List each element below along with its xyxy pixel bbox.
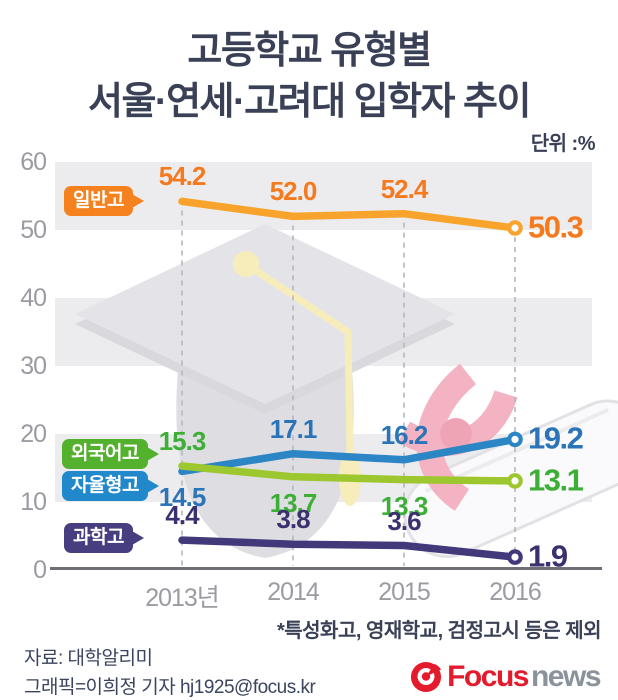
y-tick-label: 20 [20,420,47,448]
series-label-text: 일반고 [73,190,124,211]
value-label: 1.9 [528,538,568,574]
value-label: 15.3 [158,425,207,456]
focus-news-swirl-icon [411,661,442,693]
series-label-text: 과학고 [73,527,124,548]
x-tick-label: 2015 [378,578,431,606]
unit-label: 단위 :% [530,133,596,155]
value-label: 13.3 [380,490,429,521]
series-label-ilbango: 일반고 [64,186,144,216]
grid-band-30-40 [55,298,592,366]
x-tick-label: 2014 [267,578,320,606]
dashed-guides [181,210,516,566]
series-label-oegugeogo: 외국어고 [62,439,159,469]
value-label: 54.2 [158,161,207,192]
y-tick-label: 10 [20,488,47,516]
title-line-2: 서울·연세·고려대 입학자 추이 [88,81,531,123]
value-label: 3.6 [387,505,421,536]
value-label: 16.2 [380,419,429,450]
title-line-1: 고등학교 유형별 [187,30,432,72]
graphic-credit: 그래픽=이희정 기자 hj1925@focus.kr [24,677,316,698]
data-lines [178,197,523,565]
chart-footnote: *특성화고, 영재학교, 검정고시 등은 제외 [276,620,602,642]
x-tick-label: 2013년 [145,584,220,612]
end-marker-과학고 [507,549,523,565]
value-label: 19.2 [528,420,584,456]
y-tick-label: 60 [20,148,47,176]
line-과학고 [178,536,519,561]
logo-brand-text: Focus [447,660,529,693]
tassel-button [233,251,259,277]
series-label-text: 자율형고 [71,475,139,496]
value-label: 13.1 [528,462,584,498]
y-tick-label: 0 [33,556,47,584]
label-pointer-icon [131,194,144,208]
label-pointer-icon [131,531,144,545]
y-tick-label: 50 [20,216,47,244]
label-pointer-icon [146,447,159,461]
value-label: 52.4 [380,173,429,204]
focus-news-logo: Focus news [410,660,602,694]
value-label: 50.3 [528,209,584,245]
x-tick-label: 2016 [489,578,542,606]
value-label: 3.8 [276,504,310,535]
value-label: 14.5 [158,482,207,513]
series-label-gwahakgo: 과학고 [64,523,144,553]
source-credit: 자료: 대학알리미 [24,648,153,669]
x-axis-baseline [50,567,602,570]
value-label: 4.4 [165,500,199,531]
logo-suffix-text: news [530,660,602,693]
y-tick-label: 30 [20,352,47,380]
page-title: 고등학교 유형별 서울·연세·고려대 입학자 추이 [0,26,618,128]
series-label-jayulhyeonggo: 자율형고 [62,471,159,501]
label-pointer-icon [146,479,159,493]
y-tick-label: 40 [20,284,47,312]
series-label-text: 외국어고 [71,443,139,464]
value-label: 52.0 [269,176,318,207]
value-label: 13.7 [269,487,318,518]
value-label: 17.1 [269,413,318,444]
